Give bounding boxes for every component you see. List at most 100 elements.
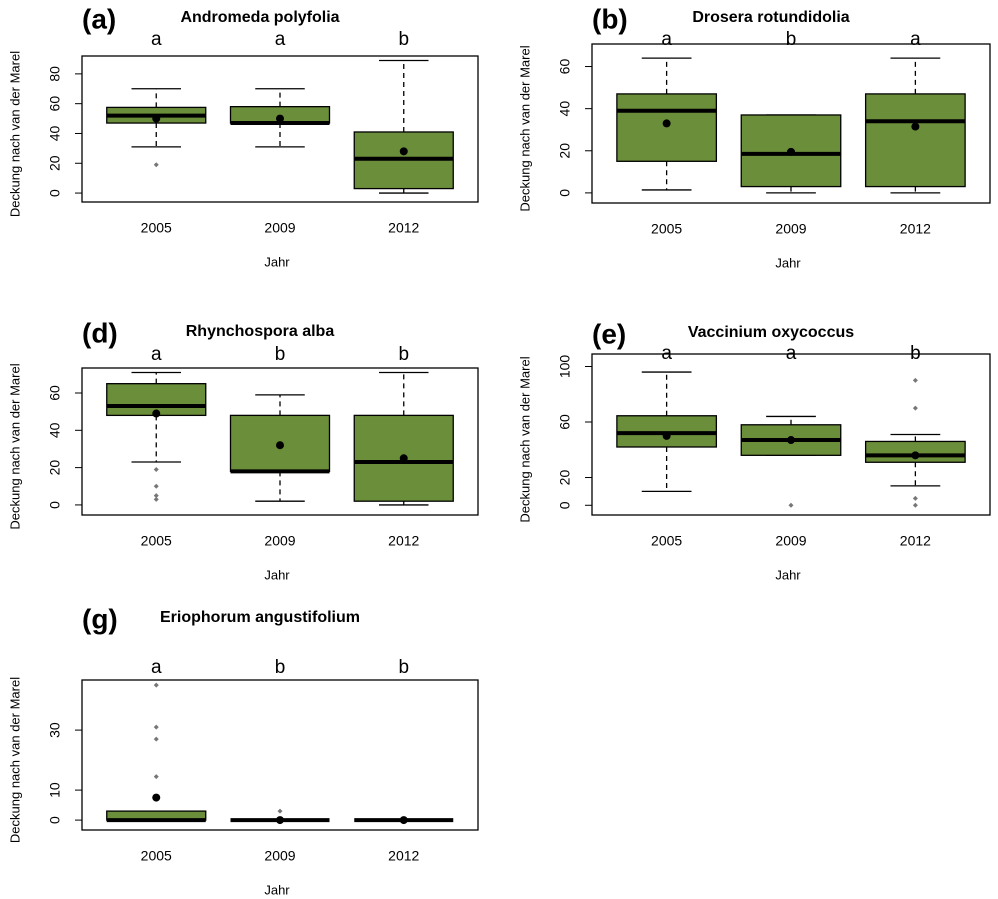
- x-tick-label: 2005: [141, 533, 172, 549]
- x-tick-label: 2012: [388, 848, 419, 864]
- y-tick-label: 100: [557, 355, 573, 379]
- y-axis-label: Deckung nach van der Marel: [7, 51, 22, 217]
- group-letter: a: [661, 29, 672, 50]
- x-tick-label: 2012: [388, 220, 419, 236]
- group-letter: a: [151, 344, 162, 365]
- group-letter: a: [151, 657, 162, 678]
- y-tick-label: 80: [47, 66, 63, 82]
- y-tick-label: 60: [557, 414, 573, 430]
- outlier: [277, 808, 283, 814]
- y-tick-label: 60: [47, 96, 63, 112]
- mean-point: [399, 147, 408, 156]
- group-letter: b: [398, 344, 409, 365]
- mean-point: [787, 436, 795, 445]
- y-tick-label: 20: [557, 143, 573, 159]
- panel-label: (b): [592, 3, 628, 34]
- panel-title: Vaccinium oxycoccus: [688, 324, 854, 341]
- panel: (d) Rhynchospora alba Jahr Deckung nach van…: [7, 317, 479, 582]
- outlier: [912, 405, 918, 411]
- outlier: [153, 162, 159, 168]
- panel: (g) Eriophorum angustifolium Jahr Deckung n…: [7, 603, 479, 897]
- panel-title: Drosera rotundidolia: [692, 9, 849, 26]
- outlier: [153, 493, 159, 499]
- y-tick-label: 60: [557, 59, 573, 75]
- y-tick-label: 40: [557, 101, 573, 117]
- panel-label: (d): [82, 317, 118, 348]
- panel-title: Eriophorum angustifolium: [160, 609, 360, 626]
- y-tick-label: 20: [557, 470, 573, 486]
- x-axis-label: Jahr: [775, 567, 801, 582]
- y-axis-label: Deckung nach van der Marel: [7, 677, 22, 843]
- outlier: [153, 496, 159, 502]
- mean-point: [662, 431, 671, 440]
- x-tick-label: 2012: [900, 221, 931, 237]
- x-axis-label: Jahr: [264, 254, 290, 269]
- outlier: [912, 377, 918, 383]
- outlier: [912, 495, 918, 501]
- x-tick-label: 2012: [388, 533, 419, 549]
- plot-frame: [81, 367, 479, 516]
- group-letter: a: [151, 29, 162, 50]
- panel: (a) Andromeda polyfolia Jahr Deckung nach v…: [7, 3, 479, 269]
- y-tick-label: 10: [47, 782, 63, 798]
- x-tick-label: 2009: [264, 533, 295, 549]
- mean-point: [152, 793, 161, 802]
- outlier: [153, 466, 159, 472]
- y-tick-label: 0: [47, 501, 63, 509]
- mean-point: [787, 147, 795, 156]
- group-letter: a: [275, 29, 286, 50]
- y-tick-label: 20: [47, 155, 63, 171]
- mean-point: [399, 454, 408, 463]
- outlier: [153, 724, 159, 730]
- y-axis-label: Deckung nach van der Marel: [517, 45, 532, 211]
- outlier: [153, 483, 159, 489]
- outlier: [912, 502, 918, 508]
- outlier: [153, 774, 159, 780]
- group-letter: b: [398, 29, 409, 50]
- panel-label: (a): [82, 3, 116, 34]
- x-tick-label: 2005: [651, 221, 682, 237]
- group-letter: b: [398, 657, 409, 678]
- panel-title: Rhynchospora alba: [186, 323, 335, 340]
- group-letter: b: [275, 344, 286, 365]
- x-axis-label: Jahr: [264, 882, 290, 897]
- outlier: [153, 736, 159, 742]
- mean-point: [399, 816, 408, 825]
- x-tick-label: 2005: [651, 533, 682, 549]
- box: [864, 93, 966, 188]
- group-letter: b: [786, 29, 797, 50]
- y-tick-label: 0: [557, 189, 573, 197]
- panel-title: Andromeda polyfolia: [180, 9, 339, 26]
- y-tick-label: 40: [47, 125, 63, 141]
- x-axis-label: Jahr: [775, 255, 801, 270]
- mean-point: [911, 451, 920, 460]
- group-letter: a: [910, 29, 921, 50]
- plot-frame: [81, 55, 479, 203]
- group-letter: a: [786, 343, 797, 364]
- y-tick-label: 0: [47, 189, 63, 197]
- outlier: [788, 502, 794, 508]
- y-tick-label: 30: [47, 722, 63, 738]
- group-letter: b: [910, 343, 921, 364]
- x-tick-label: 2005: [141, 848, 172, 864]
- x-tick-label: 2009: [775, 221, 806, 237]
- y-tick-label: 0: [557, 501, 573, 509]
- y-tick-label: 40: [47, 422, 63, 438]
- panel-label: (e): [592, 318, 626, 349]
- x-tick-label: 2009: [264, 220, 295, 236]
- x-tick-label: 2005: [141, 220, 172, 236]
- x-tick-label: 2009: [264, 848, 295, 864]
- x-tick-label: 2009: [775, 533, 806, 549]
- panel-label: (g): [82, 603, 118, 634]
- mean-point: [276, 816, 284, 825]
- y-tick-label: 60: [47, 385, 63, 401]
- mean-point: [152, 114, 161, 123]
- panel: (b) Drosera rotundidolia Jahr Deckung nach …: [517, 3, 991, 270]
- plot-frame: [591, 353, 991, 516]
- mean-point: [152, 409, 161, 418]
- mean-point: [911, 122, 920, 131]
- y-tick-label: 0: [47, 816, 63, 824]
- mean-point: [662, 119, 671, 128]
- y-axis-label: Deckung nach van der Marel: [517, 356, 532, 522]
